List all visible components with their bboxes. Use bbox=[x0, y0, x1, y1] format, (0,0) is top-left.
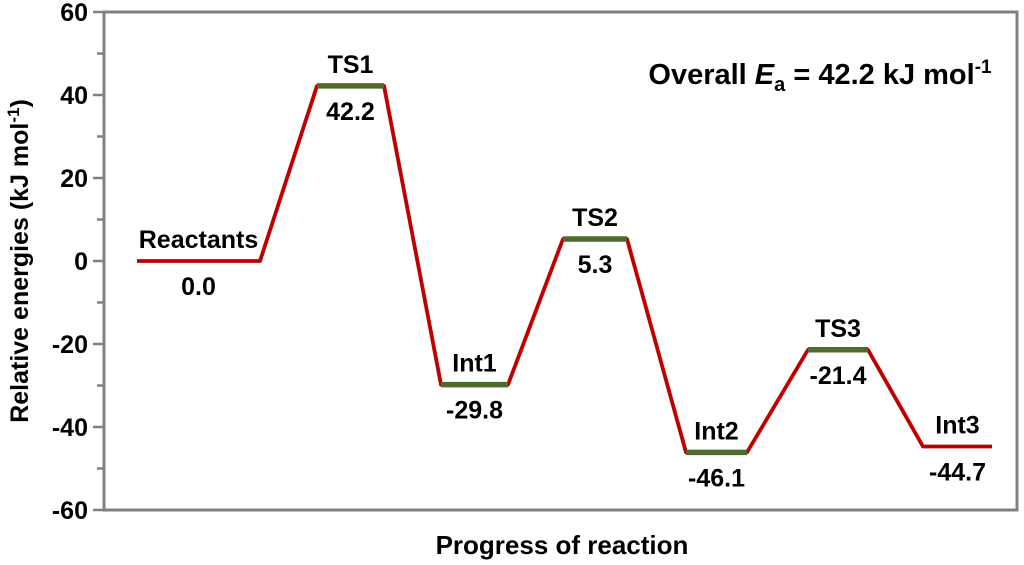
y-tick-label: -20 bbox=[52, 331, 88, 359]
overall-ea-annotation: Overall Ea = 42.2 kJ mol-1 bbox=[648, 57, 992, 96]
station-name-label: TS2 bbox=[572, 204, 618, 232]
station-value-label: -21.4 bbox=[810, 362, 867, 390]
y-tick-label: -40 bbox=[52, 414, 88, 442]
station-value-label: 5.3 bbox=[578, 251, 613, 279]
y-tick-label: -60 bbox=[52, 497, 88, 525]
station-name-label: TS3 bbox=[815, 315, 861, 343]
reaction-path-line bbox=[137, 83, 992, 455]
station-value-label: 0.0 bbox=[181, 273, 216, 301]
station-value-label: 42.2 bbox=[326, 98, 375, 126]
station-value-label: -29.8 bbox=[446, 397, 503, 425]
station-name-label: Int2 bbox=[694, 417, 738, 445]
y-tick-label: 60 bbox=[60, 0, 88, 27]
x-axis-title: Progress of reaction bbox=[436, 530, 689, 560]
y-tick-label: 0 bbox=[74, 248, 88, 276]
y-tick-label: 40 bbox=[60, 82, 88, 110]
station-name-label: Int1 bbox=[452, 350, 497, 378]
y-axis-title: Relative energies (kJ mol-1) bbox=[4, 99, 34, 423]
y-tick-label: 20 bbox=[60, 165, 88, 193]
station-name-label: Int3 bbox=[935, 412, 979, 440]
y-axis-ticks bbox=[93, 10, 104, 512]
station-name-label: TS1 bbox=[328, 51, 374, 79]
station-value-label: -46.1 bbox=[688, 464, 745, 492]
station-value-label: -44.7 bbox=[929, 459, 986, 487]
station-name-label: Reactants bbox=[139, 226, 259, 254]
